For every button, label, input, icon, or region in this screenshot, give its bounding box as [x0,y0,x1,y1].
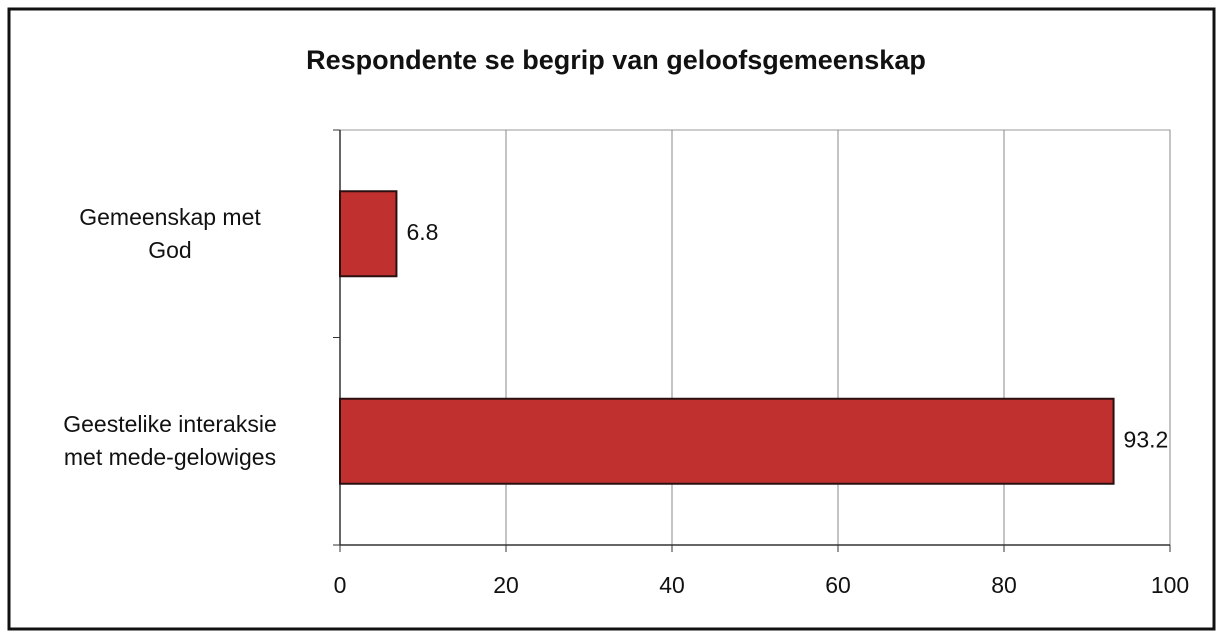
y-tick-label: Geestelike interaksie met mede-gelowiges [63,411,277,471]
x-tick-label: 60 [825,572,851,598]
value-label: 6.8 [406,219,438,245]
x-tick-label: 100 [1151,572,1189,598]
y-tick-label: Gemeenskap met God [79,203,261,263]
x-tick-label: 40 [659,572,685,598]
value-label: 93.2 [1124,426,1169,452]
x-tick-label: 80 [991,572,1017,598]
x-tick-label: 20 [493,572,519,598]
chart-title: Respondente se begrip van geloofsgemeens… [306,45,926,75]
chart-frame [7,7,1216,631]
bar [339,190,398,278]
bar [339,397,1115,485]
x-tick-label: 0 [334,572,347,598]
